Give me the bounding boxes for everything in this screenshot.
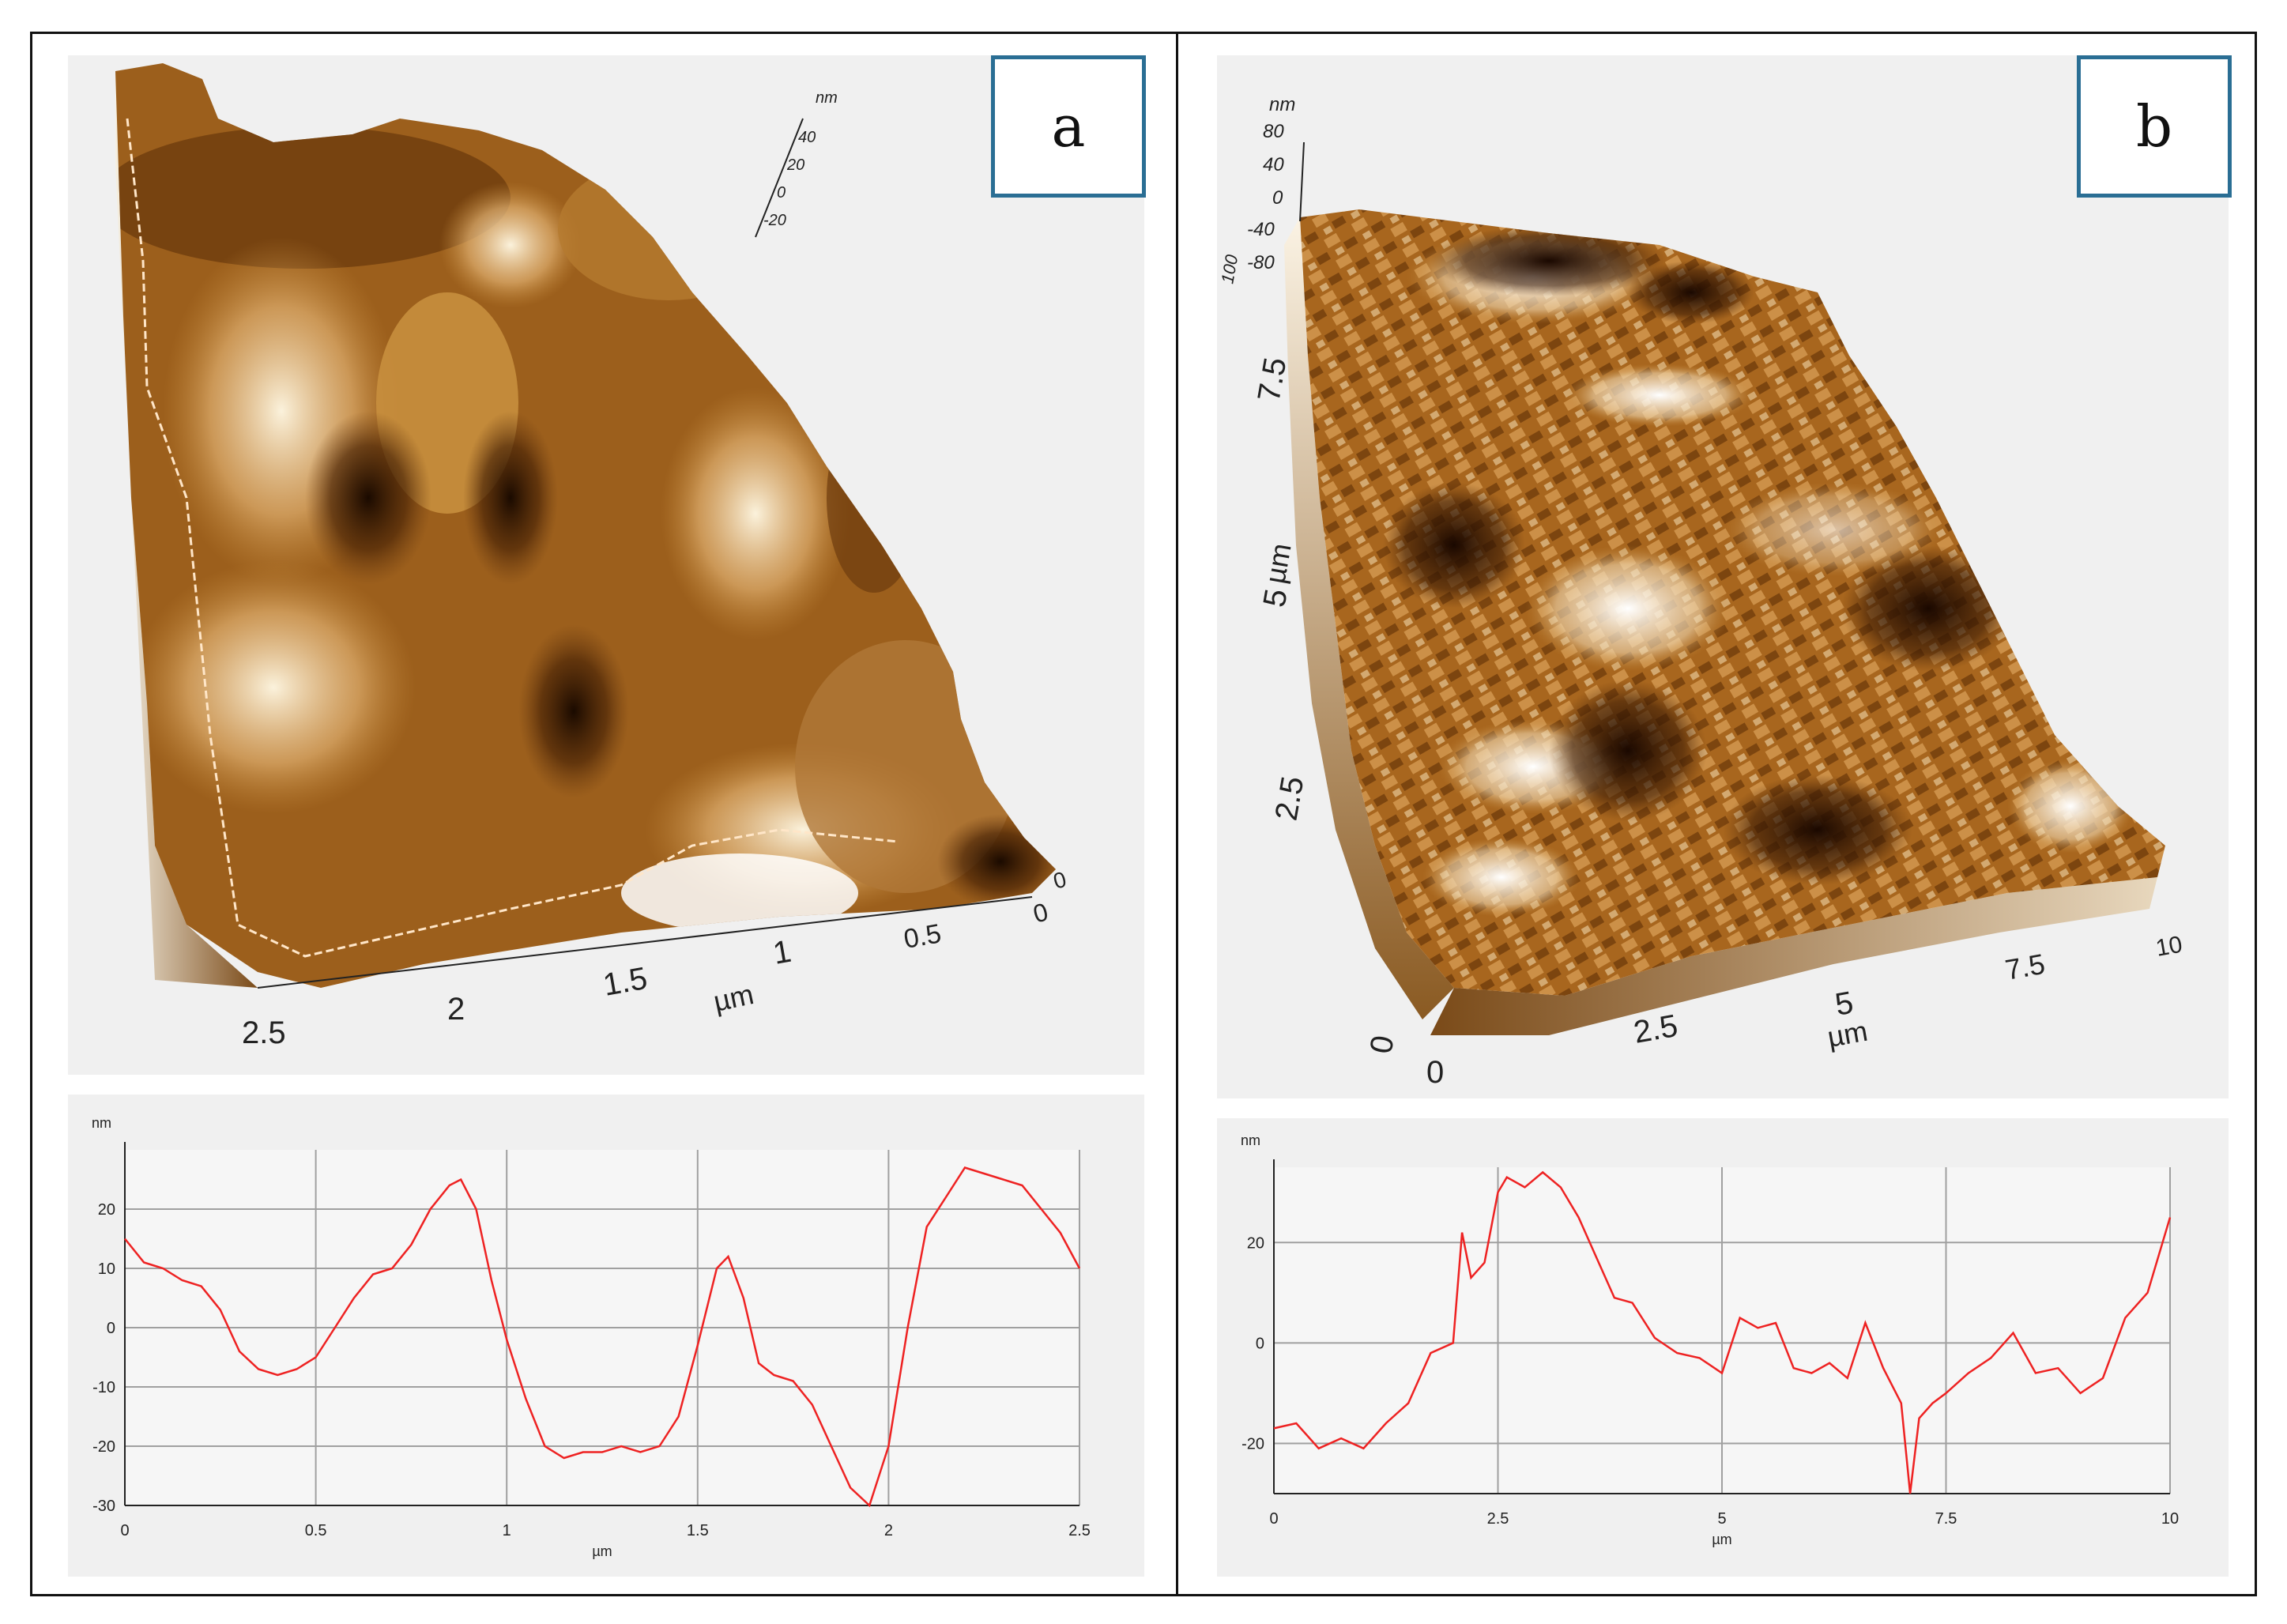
x-tick-a-2.5: 2.5 — [242, 1015, 286, 1050]
xy-unit-b: µm — [1825, 1015, 1870, 1053]
y-tick-b-5: 5 — [1257, 586, 1294, 610]
x-tick-label: 7.5 — [1935, 1510, 1957, 1528]
x-tick-label: 0 — [1269, 1510, 1278, 1528]
height-profile-line — [124, 1166, 1081, 1508]
x-tick-a-0: 0 — [1030, 897, 1051, 928]
afm-surface-b-svg: nm 80 40 0 -40 -80 100 2.5 5 µm 7.5 0 0 … — [1217, 94, 2184, 1090]
x-tick-label: 0.5 — [305, 1522, 327, 1539]
xy-unit-a: µm — [710, 978, 756, 1018]
y-axis-label: nm — [92, 1115, 111, 1131]
x-tick-a-2: 2 — [447, 992, 465, 1027]
z-tick-a-0: 0 — [777, 184, 786, 202]
y-tick-label: -10 — [92, 1379, 115, 1396]
x-tick-label: 2.5 — [1487, 1510, 1509, 1528]
x-tick-b-0: 0 — [1426, 1055, 1444, 1090]
x-tick-label: 1 — [503, 1522, 511, 1539]
z-tick-b-80: 80 — [1263, 121, 1284, 142]
x-tick-a-0.5: 0.5 — [902, 918, 944, 955]
z-tick-a-m20: -20 — [763, 212, 786, 229]
x-tick-b-10: 10 — [2153, 932, 2184, 962]
profile-panel-b: 0 2.5 5 7.5 10 20 0 -20 nm µm — [1217, 1118, 2229, 1577]
x-tick-label: 2 — [884, 1522, 893, 1539]
z-unit-b: nm — [1269, 94, 1295, 115]
y-tick-b-2.5: 2.5 — [1269, 774, 1311, 823]
y-tick-b-7.5: 7.5 — [1252, 355, 1294, 404]
z-tick-a-40: 40 — [798, 129, 816, 146]
x-tick-label: 5 — [1717, 1510, 1726, 1528]
z-tick-b-0: 0 — [1272, 187, 1283, 209]
y-tick-label: 20 — [98, 1201, 115, 1219]
x-tick-a-1.5: 1.5 — [601, 961, 650, 1003]
profile-panel-a: 0 0.5 1 1.5 2 2.5 20 10 0 -10 -20 -30 nm µm — [68, 1095, 1144, 1577]
y-axis-b: 2.5 5 µm 7.5 0 — [1252, 355, 1401, 1056]
profile-chart-a: 0 0.5 1 1.5 2 2.5 20 10 0 -10 -20 -30 nm µm — [92, 1115, 1091, 1559]
z-tick-b-m80: -80 — [1247, 252, 1275, 273]
afm-surface-a-svg: nm 40 20 0 -20 2.5 2 1.5 1 0.5 0 0 µm — [115, 63, 1069, 1050]
panel-label-b: b — [2077, 55, 2232, 198]
x-tick-label: 1.5 — [687, 1522, 709, 1539]
x-tick-label: 2.5 — [1068, 1522, 1091, 1539]
panel-label-a: a — [991, 55, 1146, 198]
y-tick-label: -30 — [92, 1498, 115, 1515]
z-axis-b: nm 80 40 0 -40 -80 100 — [1217, 94, 1305, 285]
height-profile-line — [1273, 1170, 2172, 1494]
afm-surface-panel-a: nm 40 20 0 -20 2.5 2 1.5 1 0.5 0 0 µm a — [68, 55, 1146, 1075]
y-tick-a-0: 0 — [1051, 867, 1069, 894]
x-axis-label: µm — [592, 1543, 612, 1559]
profile-chart-b: 0 2.5 5 7.5 10 20 0 -20 nm µm — [1241, 1132, 2179, 1547]
y-tick-label: 20 — [1247, 1234, 1264, 1252]
y-tick-label: 10 — [98, 1260, 115, 1278]
figure-frame — [30, 32, 2257, 1596]
z-tick-a-20: 20 — [786, 156, 804, 174]
z-tick-b-m40: -40 — [1247, 219, 1275, 240]
y-axis-label: nm — [1241, 1132, 1260, 1148]
y-label-b: µm — [1259, 541, 1298, 586]
y-tick-label: 0 — [107, 1320, 115, 1337]
z-tick-b-100: 100 — [1217, 253, 1241, 285]
x-tick-label: 0 — [120, 1522, 129, 1539]
y-tick-label: -20 — [92, 1438, 115, 1456]
afm-surface-panel-b: nm 80 40 0 -40 -80 100 2.5 5 µm 7.5 0 0 … — [1217, 55, 2232, 1098]
x-tick-a-1: 1 — [770, 934, 794, 971]
y-tick-label: -20 — [1241, 1435, 1264, 1453]
y-tick-label: 0 — [1256, 1335, 1264, 1352]
panel-divider — [1176, 32, 1178, 1596]
x-axis-label: µm — [1712, 1532, 1731, 1547]
z-axis-a: nm 40 20 0 -20 — [755, 89, 838, 238]
z-tick-b-40: 40 — [1263, 154, 1284, 175]
z-unit-a: nm — [816, 89, 838, 107]
x-tick-b-2.5: 2.5 — [1631, 1008, 1680, 1050]
x-tick-label: 10 — [2161, 1510, 2179, 1528]
y-tick-b-0: 0 — [1364, 1033, 1401, 1057]
x-tick-b-7.5: 7.5 — [2003, 948, 2047, 986]
